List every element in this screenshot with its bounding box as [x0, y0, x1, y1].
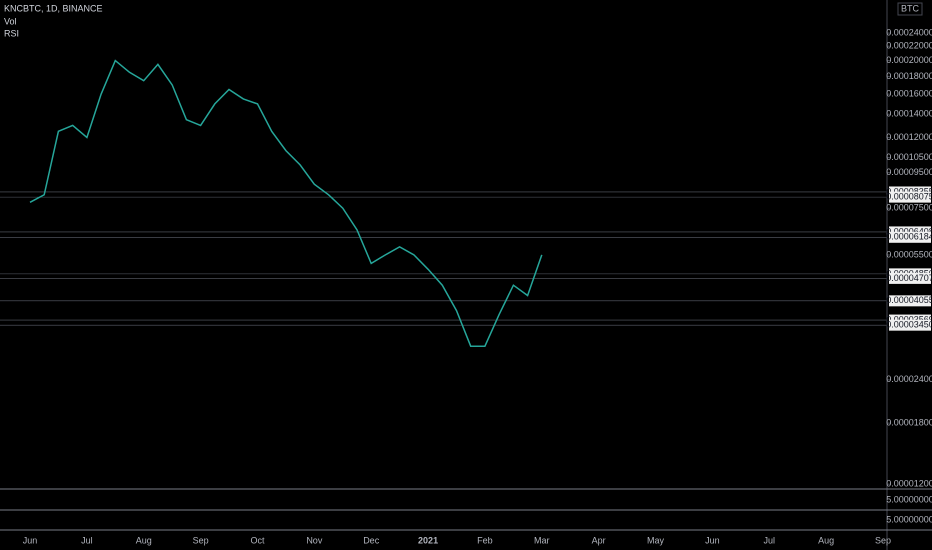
y-tick-label: 0.00022000: [886, 41, 932, 51]
indicator-rsi[interactable]: RSI: [4, 28, 19, 38]
x-tick-label: Jul: [764, 535, 776, 545]
price-line: [29, 59, 543, 347]
y-tick-label: 0.00014000: [886, 109, 932, 119]
y-tick-label: 0.00007500: [886, 203, 932, 213]
y-tick-label: 0.00024000: [886, 27, 932, 37]
y-tick-label: 0.00020000: [886, 55, 932, 65]
y-tick-label: 0.00016000: [886, 89, 932, 99]
x-tick-label: 2021: [418, 535, 438, 545]
pane-scale-label: 5.00000000: [886, 494, 932, 504]
y-tick-label: 0.00005500: [886, 249, 932, 259]
x-tick-label: Sep: [875, 535, 891, 545]
level-label-box: [889, 295, 931, 307]
x-tick-label: Mar: [534, 535, 550, 545]
currency-box[interactable]: [897, 2, 923, 16]
x-tick-label: Jun: [705, 535, 720, 545]
level-label: 0.00008355: [886, 186, 932, 196]
currency-label[interactable]: BTC: [901, 3, 920, 13]
level-label: 0.00008075: [886, 191, 932, 201]
x-tick-label: Nov: [306, 535, 323, 545]
x-tick-label: Feb: [477, 535, 493, 545]
pane-scale-label: 5.00000000: [886, 514, 932, 524]
level-label: 0.00006408: [886, 226, 932, 236]
level-label-box: [889, 272, 931, 284]
level-label-box: [889, 319, 931, 331]
y-tick-label: 0.00001800: [886, 418, 932, 428]
x-tick-label: Dec: [363, 535, 380, 545]
y-tick-label: 0.00002400: [886, 374, 932, 384]
x-tick-label: Sep: [193, 535, 209, 545]
x-tick-label: Jun: [23, 535, 38, 545]
y-tick-label: 0.00010500: [886, 152, 932, 162]
level-label: 0.00004055: [886, 295, 932, 305]
level-label: 0.00006184: [886, 232, 932, 242]
x-tick-label: Aug: [136, 535, 152, 545]
x-tick-label: Aug: [818, 535, 834, 545]
y-tick-label: 0.00001200: [886, 479, 932, 489]
level-label: 0.00003450: [886, 320, 932, 330]
level-label: 0.00004707: [886, 273, 932, 283]
symbol-title[interactable]: KNCBTC, 1D, BINANCE: [4, 3, 103, 13]
level-label-box: [889, 191, 931, 203]
x-tick-label: May: [647, 535, 665, 545]
x-tick-label: Apr: [592, 535, 606, 545]
x-tick-label: Jul: [81, 535, 93, 545]
y-tick-label: 0.00012000: [886, 132, 932, 142]
level-label: 0.00003569: [886, 314, 932, 324]
y-tick-label: 0.00009500: [886, 167, 932, 177]
x-tick-label: Oct: [250, 535, 265, 545]
y-tick-label: 0.00018000: [886, 71, 932, 81]
level-label-box: [889, 231, 931, 243]
indicator-vol[interactable]: Vol: [4, 16, 17, 26]
